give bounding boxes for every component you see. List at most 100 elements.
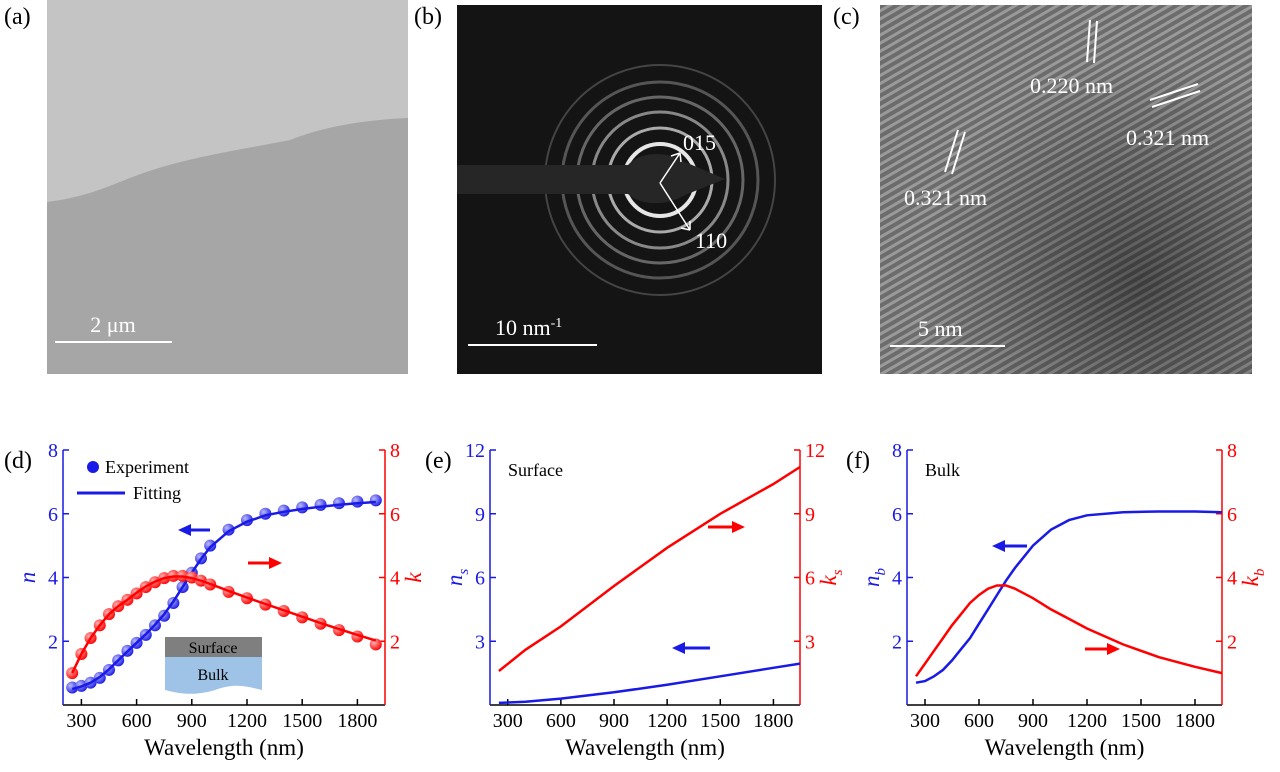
panel-c: 0.220 nm 0.321 nm 0.321 nm 5 nm (c) [833, 4, 1252, 374]
chart: 300 600 900 1200 1500 1800 3 6 9 12 3 6 9 12 Wavelengt… [425, 440, 846, 760]
axis-label-main: n [859, 576, 884, 588]
axis-label-main: n [442, 575, 467, 587]
scale-sup: -1 [551, 316, 563, 331]
x-tick-label: 1500 [1121, 710, 1161, 732]
x-tick-label: 1200 [227, 710, 267, 732]
x-tick-label: 1800 [1175, 710, 1215, 732]
lattice-marks [944, 19, 1201, 175]
x-tick-label: 600 [964, 710, 994, 732]
panel-b: 015 110 10 nm-1 (b) [414, 4, 822, 374]
y-tick-label: 2 [892, 631, 902, 653]
y2-tick-label: 2 [1227, 631, 1237, 653]
spot-label: 110 [695, 228, 727, 253]
y-tick-label: 8 [892, 440, 902, 462]
panel-label: (f) [846, 448, 870, 474]
y-tick-label: 4 [48, 568, 58, 590]
panel-label: (e) [425, 448, 452, 474]
y2-tick-label: 8 [1227, 440, 1237, 462]
axis-label-main: k [1238, 575, 1263, 586]
axis-label-sub: s [830, 569, 846, 575]
legend-marker [87, 461, 99, 473]
y2-tick-label: 2 [390, 631, 400, 653]
axis-label: n [15, 572, 40, 584]
y2-tick-label: 9 [805, 504, 815, 526]
y2-tick-label: 3 [805, 631, 815, 653]
axis-label-main: n [15, 572, 40, 584]
point-highlight [66, 667, 79, 680]
axis-label-main: k [401, 572, 426, 583]
point-highlight [369, 638, 382, 651]
y2-tick-label: 6 [1227, 504, 1237, 526]
x-axis-label: Wavelength (nm) [144, 735, 304, 760]
spacing-label: 0.220 nm [1030, 73, 1113, 98]
axis-label: k [401, 572, 426, 583]
spacing-label: 0.321 nm [1126, 125, 1209, 150]
y-tick-label: 3 [475, 631, 485, 653]
arrow-head [1107, 643, 1120, 655]
scale-label: 5 nm [918, 316, 963, 341]
y-tick-label: 12 [465, 440, 485, 462]
axis-label-main: k [816, 575, 841, 586]
axis-label-sub: s [456, 569, 472, 575]
x-tick-label: 600 [122, 710, 152, 732]
y2-tick-label: 6 [805, 568, 815, 590]
y-tick-label: 9 [475, 504, 485, 526]
y-tick-label: 8 [48, 440, 58, 462]
panel-label: (c) [833, 4, 860, 30]
panel-a: 2 μm (a) [4, 0, 408, 374]
y2-tick-label: 4 [1227, 568, 1237, 590]
axis-label: kb [1238, 568, 1268, 586]
y2-tick-label: 4 [390, 568, 400, 590]
arrow-head [732, 521, 745, 533]
axis-label-sub: b [1252, 568, 1268, 576]
axis-label-sub: b [873, 568, 889, 576]
x-tick-label: 900 [1018, 710, 1048, 732]
y2-tick-label: 6 [390, 504, 400, 526]
legend-label: Fitting [133, 483, 181, 503]
x-tick-label: 1500 [700, 710, 740, 732]
spacing-label: 0.321 nm [904, 185, 987, 210]
beam-stop [457, 154, 725, 204]
y-tick-label: 4 [892, 568, 902, 590]
annotation: Bulk [925, 460, 960, 480]
y-tick-label: 2 [48, 631, 58, 653]
x-tick-label: 900 [177, 710, 207, 732]
x-axis-label: Wavelength (nm) [985, 735, 1145, 760]
film-edge [47, 0, 408, 202]
data-line [915, 510, 1223, 684]
data-line [71, 575, 377, 674]
data-line [71, 500, 376, 691]
bulk-layer [165, 657, 262, 694]
x-tick-label: 1800 [753, 710, 793, 732]
panel-label: (a) [4, 4, 31, 30]
panel-label: (b) [414, 4, 442, 30]
annotation: Surface [508, 460, 563, 480]
data-line [498, 465, 801, 672]
scale-text: 10 nm [495, 315, 551, 340]
surface-layer [165, 637, 262, 657]
axis-label: ns [442, 569, 472, 587]
x-tick-label: 1800 [337, 710, 377, 732]
y-tick-label: 6 [892, 504, 902, 526]
chart: 300 600 900 1200 1500 1800 2 4 6 8 2 4 6 8 Wavelength … [4, 440, 426, 760]
point-highlight [351, 495, 364, 508]
y2-tick-label: 8 [390, 440, 400, 462]
x-tick-label: 1200 [647, 710, 687, 732]
axis-label: nb [859, 568, 889, 588]
arrow-head [992, 540, 1005, 552]
point-highlight [369, 494, 382, 507]
scale-label: 10 nm-1 [495, 315, 562, 340]
data-line [914, 584, 1223, 678]
x-axis-label: Wavelength (nm) [565, 735, 725, 760]
x-tick-label: 1500 [282, 710, 322, 732]
point-highlight [314, 498, 327, 511]
axis-label: ks [816, 569, 846, 585]
annotation: Surface [189, 640, 238, 657]
x-tick-label: 300 [910, 710, 940, 732]
hrtem-shade [880, 5, 1252, 374]
arrow-head [178, 524, 191, 536]
y2-tick-label: 12 [805, 440, 825, 462]
scale-label: 2 μm [90, 312, 135, 337]
